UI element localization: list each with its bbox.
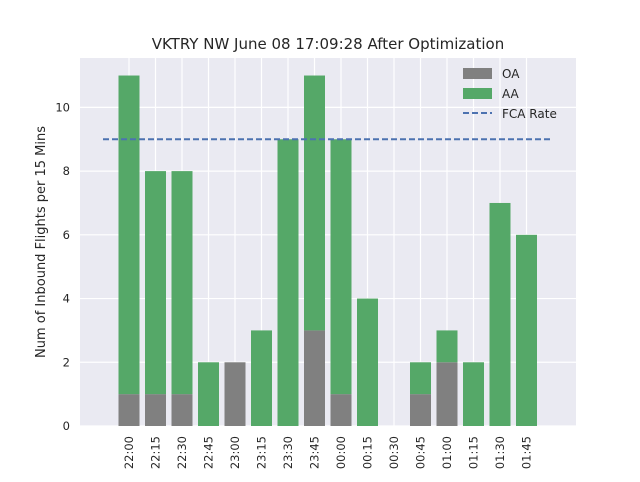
legend-label-fca-rate: FCA Rate xyxy=(502,107,557,121)
bar-oa-0000 xyxy=(330,394,352,426)
y-tick-label: 4 xyxy=(63,292,70,306)
bar-oa-2200 xyxy=(118,394,140,426)
x-tick-label: 00:15 xyxy=(361,436,375,469)
x-tick-label: 23:45 xyxy=(308,436,322,469)
x-tick-label: 23:00 xyxy=(228,436,242,469)
bar-oa-0100 xyxy=(436,362,458,426)
x-tick-label: 01:30 xyxy=(493,436,507,469)
y-tick-label: 6 xyxy=(63,228,70,242)
x-tick-label: 22:15 xyxy=(149,436,163,469)
bar-oa-2300 xyxy=(224,362,246,426)
bar-aa-0130 xyxy=(489,202,511,426)
bar-aa-0045 xyxy=(410,362,431,395)
chart-title: VKTRY NW June 08 17:09:28 After Optimiza… xyxy=(152,35,504,53)
bar-aa-2330 xyxy=(277,139,299,426)
x-tick-label: 22:00 xyxy=(122,436,136,469)
bar-aa-0115 xyxy=(463,362,484,426)
bar-aa-2200 xyxy=(118,75,140,395)
x-tick-label: 22:45 xyxy=(202,436,216,469)
y-tick-label: 2 xyxy=(63,355,70,369)
bar-oa-2215 xyxy=(145,394,166,426)
y-axis-label: Num of Inbound Flights per 15 Mins xyxy=(34,126,49,358)
x-tick-label: 22:30 xyxy=(175,436,189,469)
bar-aa-2315 xyxy=(251,330,272,426)
bar-aa-2230 xyxy=(171,171,193,395)
bar-aa-0145 xyxy=(516,234,537,426)
bar-layer xyxy=(118,75,537,426)
legend-swatch-aa xyxy=(463,88,492,99)
x-tick-label: 00:30 xyxy=(387,436,401,469)
legend-swatch-oa xyxy=(463,68,492,79)
x-tick-label: 01:15 xyxy=(467,436,481,469)
x-tick-label: 01:00 xyxy=(440,436,454,469)
bar-aa-0015 xyxy=(357,298,378,426)
y-tick-labels: 0 2 4 6 8 10 xyxy=(55,100,70,433)
y-tick-label: 0 xyxy=(63,419,70,433)
legend-label-aa: AA xyxy=(502,87,520,101)
x-tick-label: 23:15 xyxy=(255,436,269,469)
legend: OA AA FCA Rate xyxy=(463,67,557,121)
x-tick-label: 00:45 xyxy=(414,436,428,469)
x-tick-label: 01:45 xyxy=(520,436,534,469)
x-tick-label: 23:30 xyxy=(281,436,295,469)
y-tick-label: 10 xyxy=(55,100,70,114)
y-tick-label: 8 xyxy=(63,164,70,178)
x-tick-labels: 22:00 22:15 22:30 22:45 23:00 23:15 23:30 23:45… xyxy=(122,436,534,469)
bar-oa-2345 xyxy=(304,330,325,426)
legend-label-oa: OA xyxy=(502,67,520,81)
bar-oa-0045 xyxy=(410,394,431,426)
bar-aa-0100 xyxy=(436,330,458,363)
bar-aa-0000 xyxy=(330,139,352,395)
bar-oa-2230 xyxy=(171,394,193,426)
bar-aa-2245 xyxy=(198,362,219,426)
bar-aa-2345 xyxy=(304,75,325,331)
x-tick-label: 00:00 xyxy=(334,436,348,469)
bar-aa-2215 xyxy=(145,171,166,395)
